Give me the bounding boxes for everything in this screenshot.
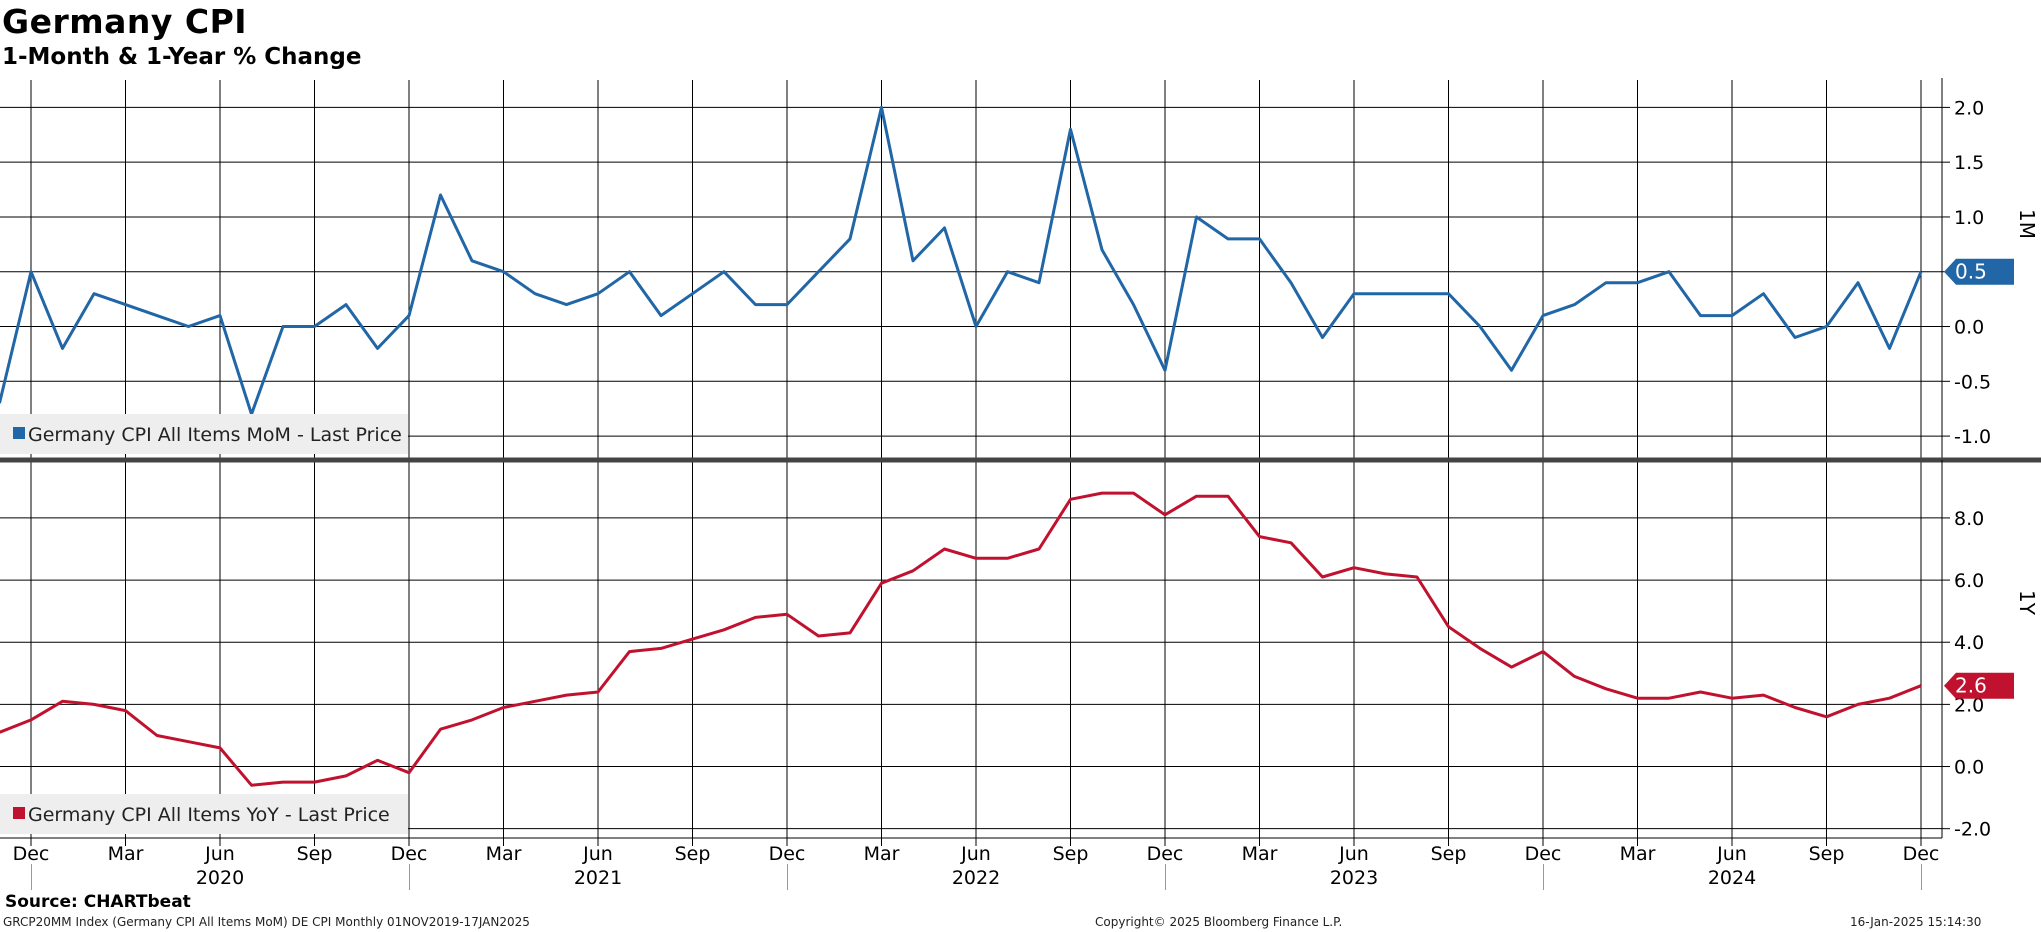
- y-tick-label: 8.0: [1954, 508, 1984, 530]
- x-tick-label: Sep: [297, 843, 333, 865]
- last-value-label: 0.5: [1955, 260, 1987, 284]
- x-year-label: 2022: [952, 867, 1000, 889]
- x-tick-label: Dec: [13, 843, 50, 865]
- last-value-tag: [1944, 672, 2014, 699]
- legend-swatch: [13, 807, 25, 819]
- footer-timestamp: 16-Jan-2025 15:14:30: [1850, 915, 1982, 929]
- legend-swatch: [13, 427, 25, 439]
- x-tick-label: Dec: [1147, 843, 1184, 865]
- last-value-label: 2.6: [1955, 674, 1987, 698]
- legend-box: [0, 414, 408, 454]
- x-axis: Dec Mar Jun Sep Dec Mar Jun Sep Dec Mar Jun Sep Dec M…: [0, 837, 1942, 890]
- y-tick-label: 2.0: [1954, 694, 1984, 716]
- legend-box: [0, 794, 408, 834]
- y-tick-label: -1.0: [1954, 426, 1991, 448]
- legend-label: Germany CPI All Items YoY - Last Price: [28, 804, 390, 826]
- y-tick-label: 0.0: [1954, 317, 1984, 339]
- footer-index-info: GRCP20MM Index (Germany CPI All Items Mo…: [3, 915, 530, 929]
- x-tick-label: Sep: [1809, 843, 1845, 865]
- y-tick-label: 2.0: [1954, 97, 1984, 119]
- y-tick-label: -0.5: [1954, 371, 1991, 393]
- x-tick-label: Dec: [1903, 843, 1940, 865]
- x-year-label: 2020: [196, 867, 244, 889]
- x-tick-label: Jun: [960, 843, 991, 865]
- x-tick-label: Jun: [1338, 843, 1369, 865]
- x-tick-label: Dec: [1525, 843, 1562, 865]
- x-year-label: 2023: [1330, 867, 1378, 889]
- x-tick-label: Sep: [675, 843, 711, 865]
- y-tick-label: -2.0: [1954, 819, 1991, 841]
- legend-label: Germany CPI All Items MoM - Last Price: [28, 424, 402, 446]
- y-tick-label: 0.0: [1954, 757, 1984, 779]
- y-tick-label: 4.0: [1954, 632, 1984, 654]
- x-year-label: 2021: [574, 867, 622, 889]
- x-tick-label: Dec: [391, 843, 428, 865]
- yoy-panel: 8.0 6.0 4.0 2.0 0.0 -2.0 1Y 2.6 Germany CPI All …: [0, 460, 2039, 841]
- y-axis-label: 1Y: [2015, 590, 2039, 616]
- last-value-tag: [1944, 258, 2014, 285]
- chart-subtitle: 1-Month & 1-Year % Change: [2, 44, 362, 70]
- x-tick-label: Jun: [582, 843, 613, 865]
- x-year-label: 2024: [1708, 867, 1756, 889]
- x-tick-label: Mar: [1242, 843, 1278, 865]
- x-tick-label: Mar: [864, 843, 900, 865]
- y-tick-label: 1.5: [1954, 152, 1984, 174]
- chart-title: Germany CPI: [2, 2, 248, 41]
- x-tick-label: Jun: [204, 843, 235, 865]
- y-tick-label: 6.0: [1954, 570, 1984, 592]
- x-tick-label: Jun: [1716, 843, 1747, 865]
- series-line: [0, 105, 1923, 416]
- series-line: [0, 491, 1922, 787]
- x-tick-label: Dec: [769, 843, 806, 865]
- x-tick-label: Mar: [108, 843, 144, 865]
- x-tick-label: Sep: [1053, 843, 1089, 865]
- footer-copyright: Copyright© 2025 Bloomberg Finance L.P.: [1095, 915, 1343, 929]
- x-tick-label: Mar: [1620, 843, 1656, 865]
- source-note: Source: CHARTbeat: [5, 892, 191, 912]
- x-tick-label: Mar: [486, 843, 522, 865]
- y-axis-label: 1M: [2015, 209, 2039, 239]
- y-tick-label: 1.0: [1954, 207, 1984, 229]
- x-tick-label: Sep: [1431, 843, 1467, 865]
